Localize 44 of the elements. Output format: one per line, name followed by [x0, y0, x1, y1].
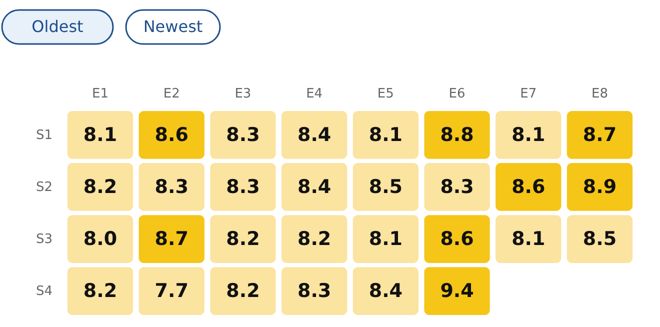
data-label: 8.2: [83, 280, 118, 302]
data-label: 8.1: [368, 228, 403, 250]
text: Newest: [143, 17, 203, 36]
x-tick-label: E6: [448, 86, 466, 102]
data-label: 8.5: [368, 176, 403, 198]
y-tick-label: S3: [36, 232, 52, 248]
data-label: 8.2: [83, 176, 118, 198]
data-label: 8.9: [582, 176, 617, 198]
data-label: 8.3: [226, 124, 260, 146]
data-label: 7.7: [154, 280, 188, 302]
x-tick-label: E3: [234, 86, 252, 102]
data-label: 8.2: [297, 228, 332, 250]
data-label: 9.4: [440, 280, 474, 302]
data-label: 8.3: [154, 176, 188, 198]
data-label: 8.2: [226, 280, 260, 302]
data-label: 8.4: [297, 124, 332, 146]
data-label: 8.3: [226, 176, 260, 198]
data-label: 8.3: [440, 176, 474, 198]
data-label: 8.7: [582, 124, 617, 146]
data-label: 8.6: [440, 228, 474, 250]
data-label: 8.4: [297, 176, 332, 198]
x-tick-label: E2: [163, 86, 180, 102]
y-tick-label: S4: [36, 284, 52, 300]
data-label: 8.1: [83, 124, 118, 146]
data-label: 8.0: [83, 228, 118, 250]
data-label: 8.7: [154, 228, 188, 250]
text: Oldest: [32, 17, 84, 36]
y-tick-label: S2: [36, 180, 52, 195]
data-label: 8.1: [368, 124, 403, 146]
data-label: 8.2: [226, 228, 260, 250]
x-tick-label: E4: [306, 86, 323, 102]
data-label: 8.6: [512, 176, 546, 198]
data-label: 8.8: [440, 124, 474, 146]
data-label: 8.6: [154, 124, 188, 146]
data-label: 8.1: [512, 124, 546, 146]
x-tick-label: E8: [592, 86, 608, 102]
x-tick-label: E7: [520, 86, 537, 102]
x-tick-label: E5: [377, 86, 394, 102]
x-tick-label: E1: [92, 86, 108, 102]
data-label: 8.3: [297, 280, 332, 302]
data-label: 8.4: [368, 280, 403, 302]
data-label: 8.5: [582, 228, 617, 250]
data-label: 8.1: [512, 228, 546, 250]
y-tick-label: S1: [36, 128, 52, 143]
